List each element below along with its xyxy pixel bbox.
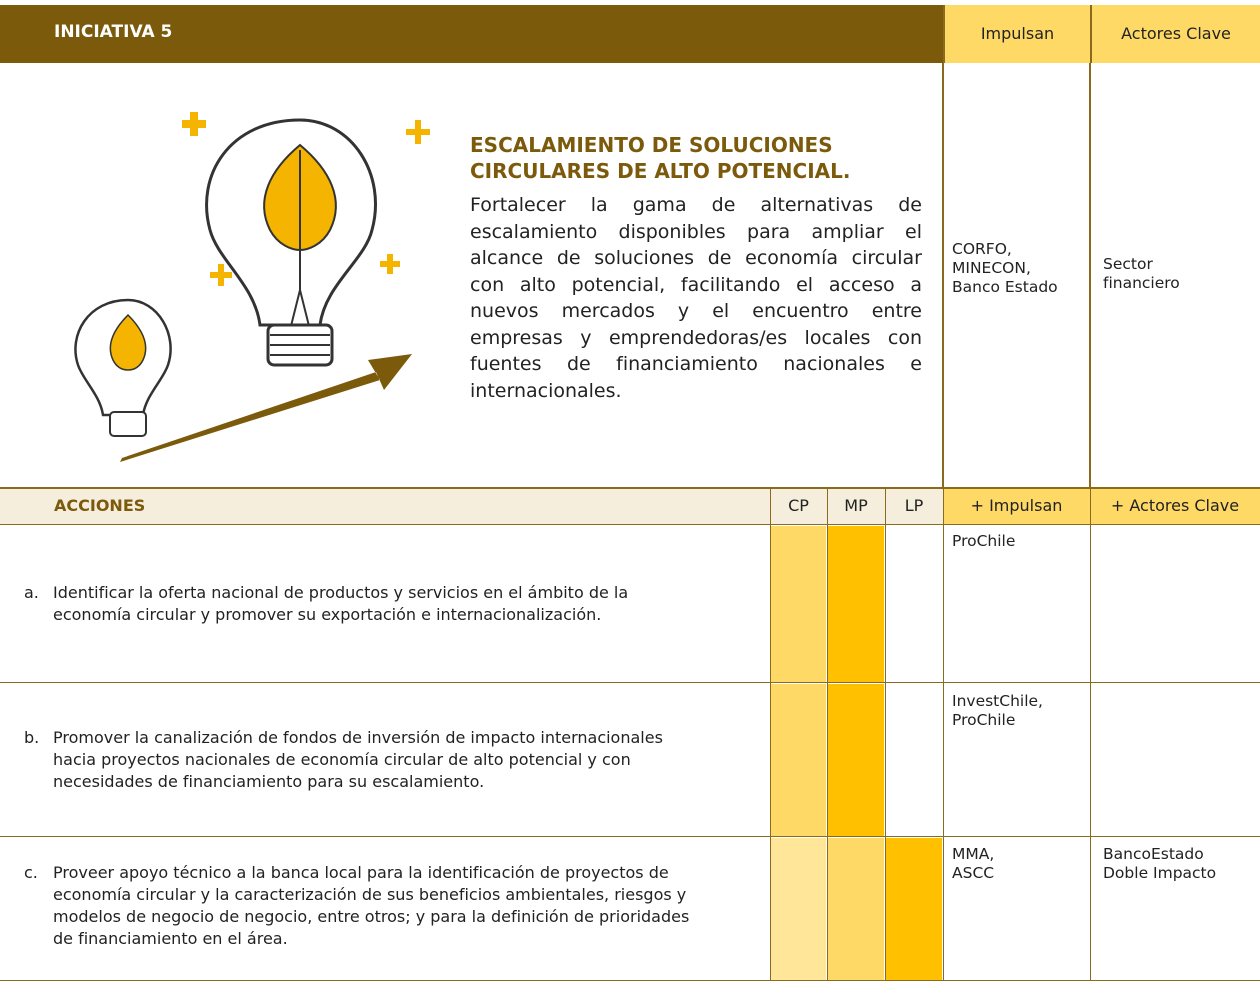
mp-cell <box>828 526 884 682</box>
lp-cell <box>886 838 942 980</box>
lp-label: LP <box>904 496 924 515</box>
actions-header-bg <box>0 487 943 525</box>
action-text: Identificar la oferta nacional de produc… <box>53 582 628 626</box>
impulsan-line: ASCC <box>952 864 995 882</box>
impulsan-line: CORFO, <box>952 240 1012 258</box>
rule <box>1089 63 1091 487</box>
header-impulsan: Impulsan <box>943 5 1090 63</box>
action-impulsan: InvestChile, ProChile <box>952 692 1043 730</box>
rule <box>943 487 944 981</box>
header-title: INICIATIVA 5 <box>54 22 173 42</box>
impulsan-line: MMA, <box>952 845 995 863</box>
impulsan-line: ProChile <box>952 711 1016 729</box>
cp-cell <box>771 838 826 980</box>
mp-cell <box>828 838 884 980</box>
action-line: necesidades de financiamiento para su es… <box>53 772 485 791</box>
impulsan-line: Banco Estado <box>952 278 1058 296</box>
action-line: hacia proyectos nacionales de economía c… <box>53 750 631 769</box>
rule <box>0 980 1260 981</box>
actores-line: BancoEstado <box>1103 845 1204 863</box>
action-text: Proveer apoyo técnico a la banca local p… <box>53 862 689 950</box>
initiative-description: Fortalecer la gama de alternativas de es… <box>470 194 922 402</box>
rule <box>1090 487 1091 981</box>
action-impulsan: MMA, ASCC <box>952 845 994 883</box>
actores-line: Sector <box>1103 255 1153 273</box>
impulsan-line: ProChile <box>952 532 1016 550</box>
rule <box>0 682 1260 683</box>
mp-cell <box>828 684 884 836</box>
action-impulsan: ProChile <box>952 532 1015 551</box>
actores-line: financiero <box>1103 274 1180 292</box>
cp-cell <box>771 684 826 836</box>
rule <box>942 63 944 487</box>
initiative-actores: Sector financiero <box>1103 255 1180 293</box>
rule <box>0 524 1260 525</box>
cp-cell <box>771 526 826 682</box>
illustration <box>74 112 430 462</box>
action-line: Identificar la oferta nacional de produc… <box>53 583 629 602</box>
action-line: economía circular y la caracterización d… <box>53 885 687 904</box>
action-line: de financiamiento en el área. <box>53 929 288 948</box>
plus-actores-label: + Actores Clave <box>1090 487 1260 525</box>
action-text: Promover la canalización de fondos de in… <box>53 727 663 793</box>
title-line: ESCALAMIENTO DE SOLUCIONES <box>470 133 833 157</box>
action-line: Proveer apoyo técnico a la banca local p… <box>53 863 669 882</box>
plus-impulsan-label: + Impulsan <box>943 487 1090 525</box>
initiative-impulsan: CORFO, MINECON, Banco Estado <box>952 240 1058 297</box>
title-line: CIRCULARES DE ALTO POTENCIAL. <box>470 159 851 183</box>
action-letter: a. <box>24 583 39 602</box>
actions-label: ACCIONES <box>54 496 146 515</box>
rule <box>827 487 828 981</box>
action-line: modelos de negocio de negocio, entre otr… <box>53 907 690 926</box>
impulsan-line: InvestChile, <box>952 692 1043 710</box>
actores-line: Doble Impacto <box>1103 864 1217 882</box>
rule <box>770 487 771 981</box>
action-letter: c. <box>24 863 38 882</box>
rule <box>885 487 886 981</box>
rule <box>0 487 1260 489</box>
mp-label: MP <box>844 496 868 515</box>
action-actores: BancoEstado Doble Impacto <box>1103 845 1216 883</box>
action-line: economía circular y promover su exportac… <box>53 605 602 624</box>
cp-label: CP <box>788 496 809 515</box>
header-actores: Actores Clave <box>1090 5 1260 63</box>
action-letter: b. <box>24 728 40 747</box>
initiative-title: ESCALAMIENTO DE SOLUCIONES CIRCULARES DE… <box>470 132 850 184</box>
rule <box>0 836 1260 837</box>
action-line: Promover la canalización de fondos de in… <box>53 728 663 747</box>
impulsan-line: MINECON, <box>952 259 1031 277</box>
header-bar <box>0 5 943 63</box>
